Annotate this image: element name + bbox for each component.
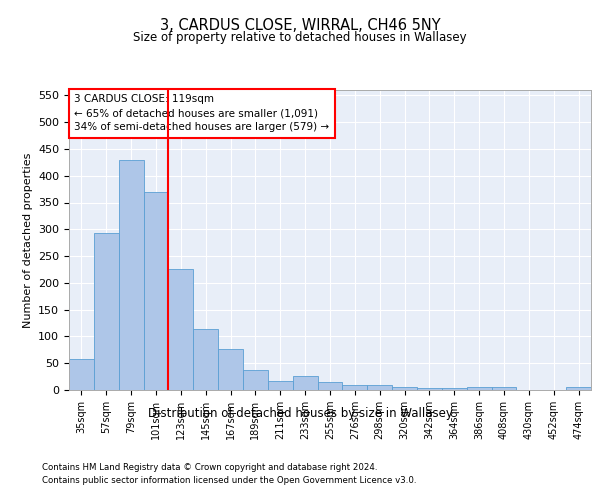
Y-axis label: Number of detached properties: Number of detached properties bbox=[23, 152, 32, 328]
Bar bbox=[343, 384, 367, 390]
Bar bbox=[392, 387, 417, 390]
Bar bbox=[566, 388, 591, 390]
Bar bbox=[293, 376, 317, 390]
Bar bbox=[243, 370, 268, 390]
Bar bbox=[417, 388, 442, 390]
Bar bbox=[143, 192, 169, 390]
Text: Size of property relative to detached houses in Wallasey: Size of property relative to detached ho… bbox=[133, 31, 467, 44]
Text: Contains public sector information licensed under the Open Government Licence v3: Contains public sector information licen… bbox=[42, 476, 416, 485]
Bar bbox=[442, 388, 467, 390]
Bar bbox=[69, 360, 94, 390]
Bar bbox=[467, 388, 491, 390]
Text: Contains HM Land Registry data © Crown copyright and database right 2024.: Contains HM Land Registry data © Crown c… bbox=[42, 464, 377, 472]
Text: 3, CARDUS CLOSE, WIRRAL, CH46 5NY: 3, CARDUS CLOSE, WIRRAL, CH46 5NY bbox=[160, 18, 440, 32]
Bar bbox=[119, 160, 143, 390]
Text: 3 CARDUS CLOSE: 119sqm
← 65% of detached houses are smaller (1,091)
34% of semi-: 3 CARDUS CLOSE: 119sqm ← 65% of detached… bbox=[74, 94, 329, 132]
Bar bbox=[193, 330, 218, 390]
Bar bbox=[94, 233, 119, 390]
Bar bbox=[367, 384, 392, 390]
Bar bbox=[317, 382, 343, 390]
Bar bbox=[491, 388, 517, 390]
Bar bbox=[169, 269, 193, 390]
Bar bbox=[218, 350, 243, 390]
Bar bbox=[268, 381, 293, 390]
Text: Distribution of detached houses by size in Wallasey: Distribution of detached houses by size … bbox=[148, 408, 452, 420]
